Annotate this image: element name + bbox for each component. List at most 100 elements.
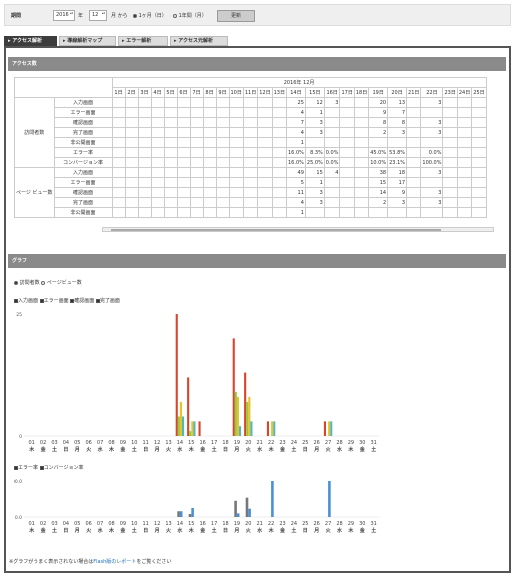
radio-icon[interactable] <box>173 13 177 18</box>
day-header: 1日 <box>111 87 126 98</box>
table-cell <box>271 157 288 168</box>
scrollbar-thumb[interactable] <box>111 229 441 231</box>
x-weekday-label: 金 <box>40 527 47 534</box>
y-tick-label: 100.0 <box>14 479 22 485</box>
x-weekday-label: 金 <box>199 527 206 534</box>
x-weekday-label: 月 <box>74 446 80 453</box>
radio-icon[interactable] <box>41 280 46 285</box>
radio-icon[interactable] <box>14 280 18 285</box>
table-cell <box>124 107 139 118</box>
table-cell <box>271 167 288 178</box>
month-select[interactable]: 12 <box>89 10 107 21</box>
day-header: 18日 <box>353 87 370 98</box>
table-cell <box>163 147 178 158</box>
tab-referrer-analysis[interactable]: ▸ アクセス元解析 <box>170 36 228 46</box>
table-cell <box>163 117 178 128</box>
day-header: 7日 <box>189 87 204 98</box>
x-tick-label: 27 <box>325 440 331 446</box>
checkbox-icon[interactable] <box>70 298 75 303</box>
checkbox-icon[interactable] <box>95 298 100 303</box>
day-header: 8日 <box>202 87 217 98</box>
table-cell <box>176 107 191 118</box>
y-tick-label: 0 <box>19 434 22 440</box>
table-cell <box>215 187 230 198</box>
table-cell <box>176 127 191 138</box>
bar <box>248 396 251 436</box>
table-cell <box>163 177 178 188</box>
flash-report-link[interactable]: Flash版のレポート <box>93 559 137 565</box>
table-cell <box>442 157 458 168</box>
table-cell <box>137 187 152 198</box>
table-cell <box>163 197 178 208</box>
table-cell <box>176 117 191 128</box>
x-weekday-label: 土 <box>212 527 217 534</box>
option-pageviews[interactable]: ページビュー数 <box>41 280 82 286</box>
x-tick-label: 15 <box>188 440 194 446</box>
check-conversion-rate[interactable]: コンバージョン率 <box>39 465 84 471</box>
range-1month-option[interactable]: 1ヶ月（日） <box>133 12 167 19</box>
table-cell <box>202 137 217 148</box>
table-cell <box>111 97 126 108</box>
tab-error-analysis[interactable]: ▸ エラー解析 <box>118 36 168 46</box>
check-error[interactable]: エラー画面 <box>39 298 69 304</box>
x-weekday-label: 火 <box>166 528 172 534</box>
table-cell: 20 <box>368 97 389 108</box>
checkbox-icon[interactable] <box>39 465 44 470</box>
update-button[interactable]: 更新 <box>217 10 255 22</box>
table-cell: 9 <box>368 107 389 118</box>
table-cell <box>137 137 152 148</box>
table-cell: 7 <box>387 107 408 118</box>
x-tick-label: 01 <box>29 521 35 527</box>
table-cell <box>189 137 204 148</box>
table-cell <box>150 107 165 118</box>
table-cell <box>124 147 139 158</box>
day-header: 13日 <box>271 87 288 98</box>
checkbox-icon[interactable] <box>14 298 18 303</box>
table-cell: 15 <box>368 177 389 188</box>
bar <box>271 421 274 436</box>
checkbox-icon[interactable] <box>39 298 44 303</box>
check-error-rate[interactable]: エラー率 <box>14 465 38 471</box>
option-visitors[interactable]: 訪問者数 <box>14 280 40 286</box>
bar <box>245 497 249 517</box>
table-cell <box>323 207 341 218</box>
year-select[interactable]: 2016 <box>53 10 75 21</box>
table-cell <box>111 127 126 138</box>
table-cell <box>124 207 139 218</box>
day-header: 19日 <box>368 87 389 98</box>
table-cell <box>215 207 230 218</box>
checkbox-icon[interactable] <box>14 465 18 470</box>
tab-flow-map[interactable]: ▸ 導線解析マップ <box>59 36 116 46</box>
table-cell: 1 <box>286 207 306 218</box>
table-row: 完了画面 4 3 2 3 3 <box>15 127 487 138</box>
x-weekday-label: 火 <box>166 447 172 453</box>
check-complete[interactable]: 完了画面 <box>95 298 120 304</box>
radio-icon[interactable] <box>133 13 137 18</box>
table-cell <box>406 107 422 118</box>
table-cell <box>176 207 191 218</box>
table-cell <box>353 177 370 188</box>
table-row: エラー画面 4 1 9 7 <box>15 107 487 118</box>
table-cell <box>471 127 487 138</box>
table-cell <box>257 147 273 158</box>
x-tick-label: 07 <box>97 521 103 527</box>
table-cell: 4 <box>286 197 306 208</box>
table-cell: 8.3% <box>304 147 325 158</box>
tab-access-analysis[interactable]: ▸ アクセス解析 <box>4 36 57 46</box>
row-label: エラー率 <box>53 147 113 158</box>
range-1year-option[interactable]: 1年間（月） <box>173 12 207 19</box>
check-confirm[interactable]: 確認画面 <box>70 298 94 304</box>
table-cell <box>420 137 444 148</box>
table-cell <box>176 137 191 148</box>
table-cell: 2 <box>368 197 389 208</box>
horizontal-scrollbar[interactable] <box>102 227 494 232</box>
check-input[interactable]: 入力画面 <box>14 298 38 304</box>
table-cell <box>339 177 355 188</box>
x-tick-label: 10 <box>131 440 137 446</box>
table-cell <box>124 177 139 188</box>
table-cell <box>215 157 230 168</box>
x-weekday-label: 木 <box>188 446 195 453</box>
table-cell <box>339 127 355 138</box>
table-cell <box>202 157 217 168</box>
table-cell <box>420 107 444 118</box>
